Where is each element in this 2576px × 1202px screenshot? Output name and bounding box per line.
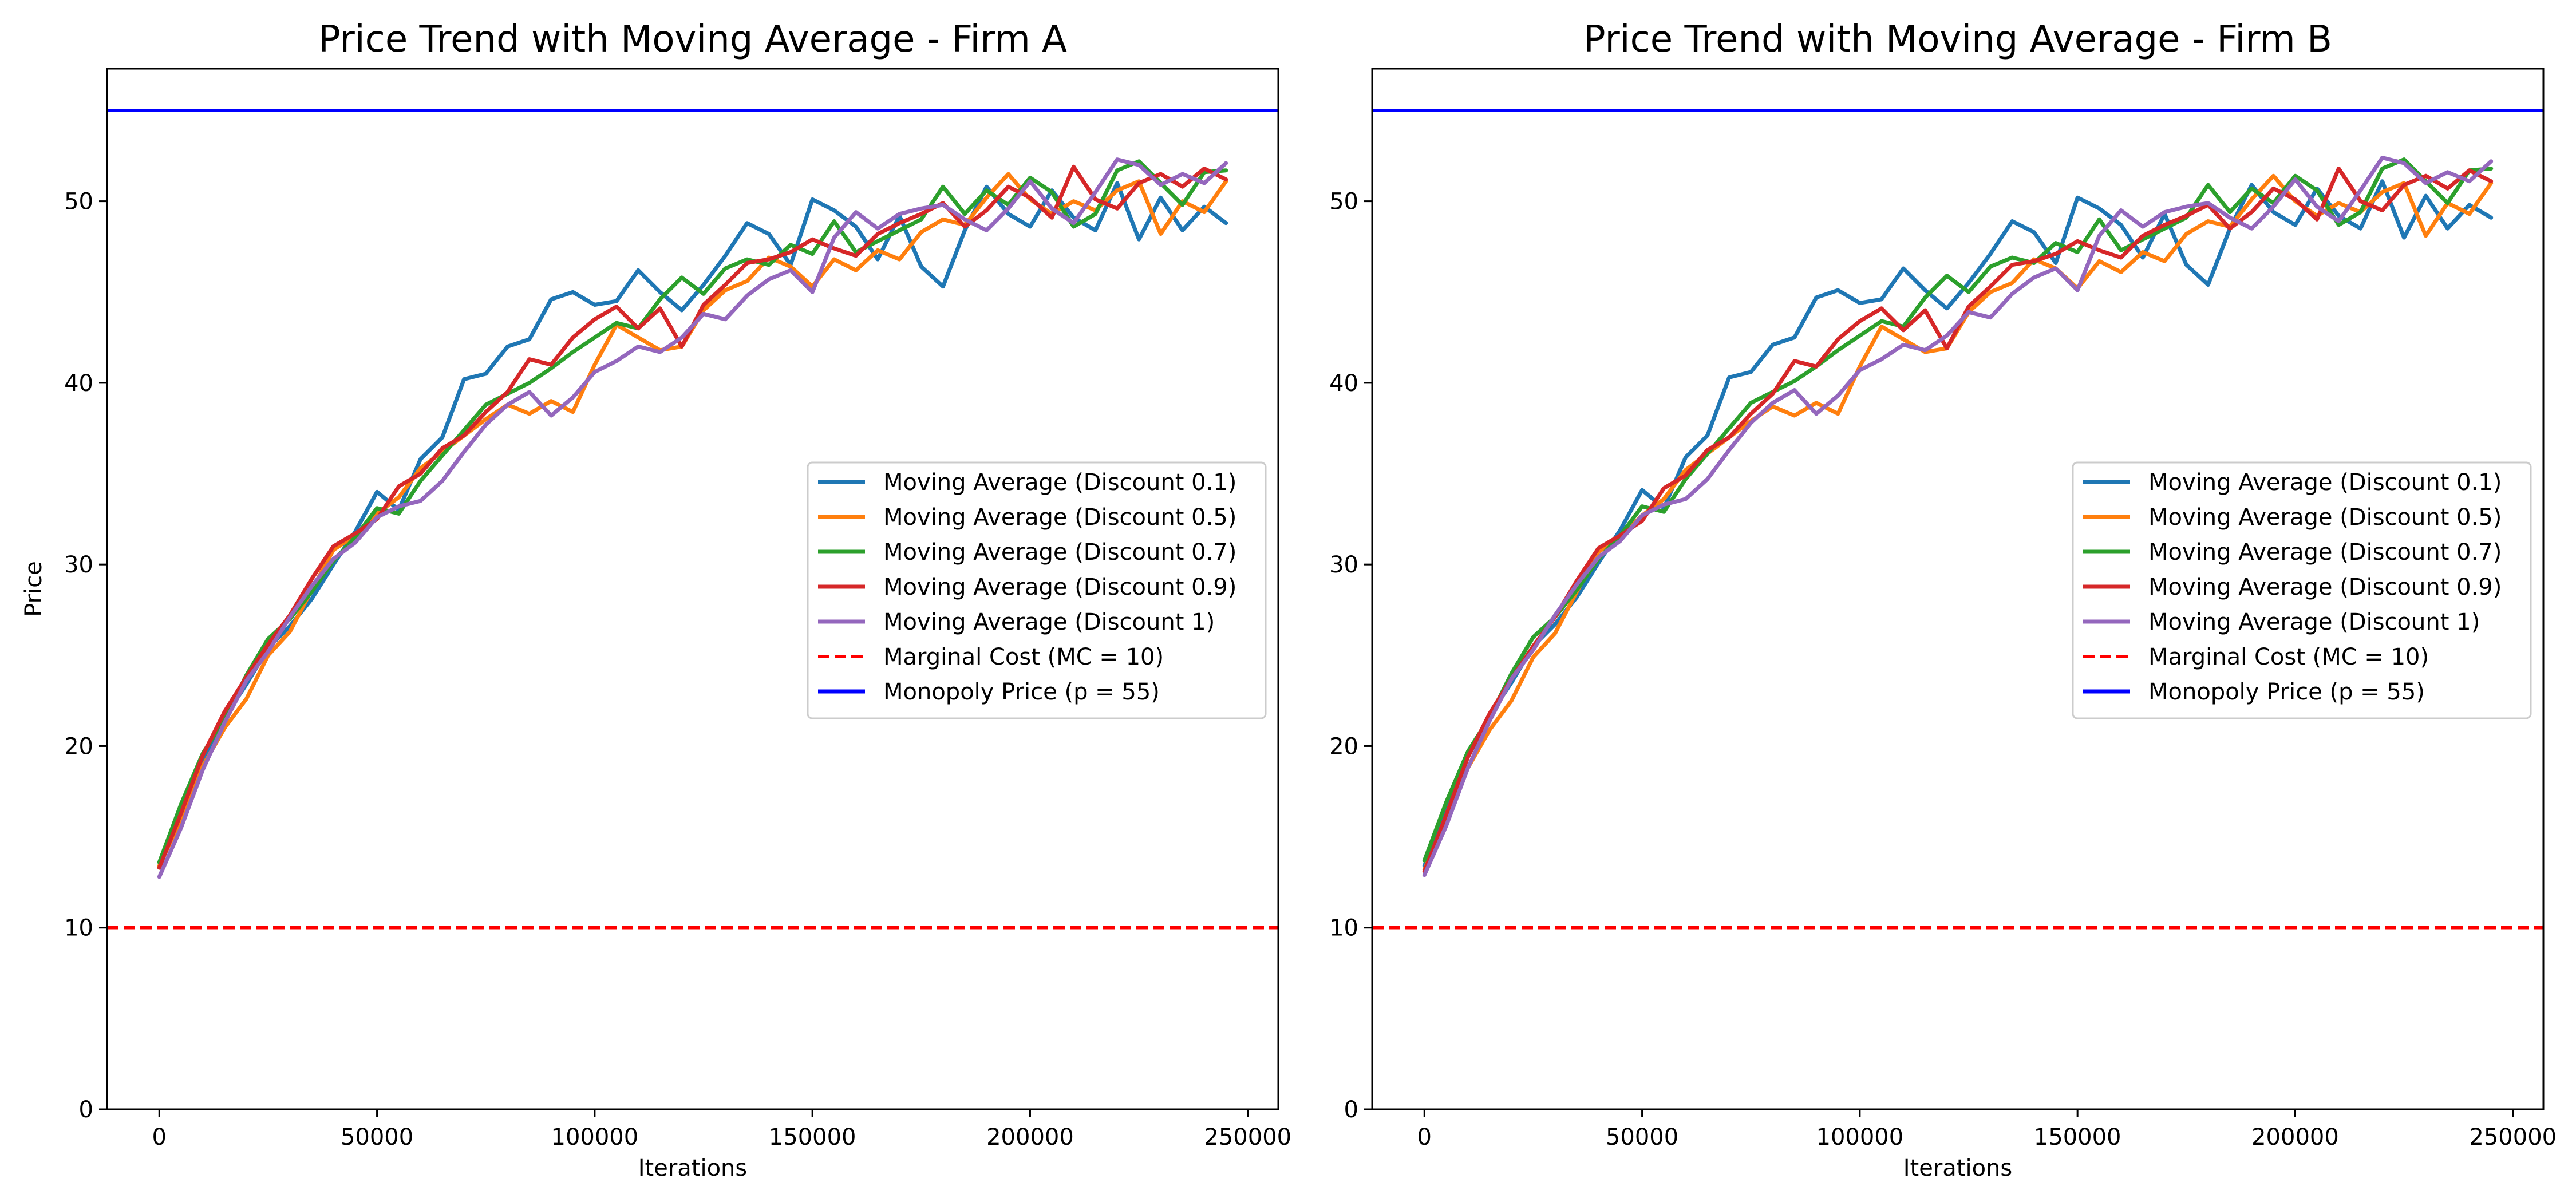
y-tick-label: 20 (64, 733, 93, 760)
legend-label: Moving Average (Discount 0.9) (883, 574, 1236, 600)
legend-label: Moving Average (Discount 1) (2148, 609, 2480, 635)
legend: Moving Average (Discount 0.1) Moving Aver… (2072, 461, 2532, 719)
legend-label: Monopoly Price (p = 55) (883, 679, 1160, 705)
x-tick-label: 150000 (769, 1124, 856, 1150)
y-tick-label: 30 (64, 552, 93, 578)
legend-box (807, 461, 1267, 719)
legend-label: Marginal Cost (MC = 10) (883, 644, 1164, 670)
plot-frame (1371, 68, 2545, 1110)
chart-title: Price Trend with Moving Average - Firm A (318, 18, 1067, 61)
legend-label: Moving Average (Discount 0.5) (883, 504, 1236, 531)
chart-title: Price Trend with Moving Average - Firm B (1583, 18, 2332, 61)
series-line (1422, 156, 2494, 877)
y-tick-label: 40 (64, 370, 93, 397)
x-tick-label: 200000 (2251, 1124, 2339, 1150)
series-line (1422, 167, 2494, 873)
x-tick-label: 0 (152, 1124, 167, 1150)
x-tick-label: 0 (1417, 1124, 1432, 1150)
x-axis-label: Iterations (638, 1155, 748, 1181)
legend-label: Marginal Cost (MC = 10) (2148, 644, 2429, 670)
y-axis-label: Price (21, 561, 47, 617)
y-tick-label: 0 (1344, 1097, 1358, 1123)
legend-label: Moving Average (Discount 0.7) (883, 539, 1236, 566)
x-axis-label: Iterations (1903, 1155, 2013, 1181)
x-tick-label: 100000 (1816, 1124, 1904, 1150)
x-tick-label: 100000 (551, 1124, 639, 1150)
x-tick-label: 50000 (341, 1124, 413, 1150)
chart-panel-firm-b: Price Trend with Moving Average - Firm B… (1329, 18, 2557, 1181)
legend-box (2072, 461, 2532, 719)
legend-label: Moving Average (Discount 0.7) (2148, 539, 2502, 566)
y-tick-label: 0 (79, 1097, 93, 1123)
y-tick-label: 50 (1329, 189, 1358, 215)
x-tick-label: 50000 (1606, 1124, 1678, 1150)
legend-label: Moving Average (Discount 0.5) (2148, 504, 2502, 531)
legend-label: Moving Average (Discount 1) (883, 609, 1215, 635)
x-tick-label: 250000 (1204, 1124, 1291, 1150)
legend: Moving Average (Discount 0.1) Moving Aver… (807, 461, 1267, 719)
series-line (157, 157, 1228, 879)
plot-frame (106, 68, 1279, 1110)
y-tick-label: 40 (1329, 370, 1358, 397)
legend-label: Moving Average (Discount 0.1) (883, 469, 1236, 496)
y-tick-label: 30 (1329, 552, 1358, 578)
x-tick-label: 150000 (2034, 1124, 2121, 1150)
y-tick-label: 10 (1329, 915, 1358, 942)
y-tick-label: 20 (1329, 733, 1358, 760)
y-tick-label: 50 (64, 189, 93, 215)
x-tick-label: 200000 (986, 1124, 1074, 1150)
legend-label: Monopoly Price (p = 55) (2148, 679, 2425, 705)
y-tick-label: 10 (64, 915, 93, 942)
x-tick-label: 250000 (2469, 1124, 2557, 1150)
chart-panel-firm-a: Price Trend with Moving Average - Firm A… (21, 18, 1291, 1181)
legend-label: Moving Average (Discount 0.9) (2148, 574, 2502, 600)
legend-label: Moving Average (Discount 0.1) (2148, 469, 2502, 496)
